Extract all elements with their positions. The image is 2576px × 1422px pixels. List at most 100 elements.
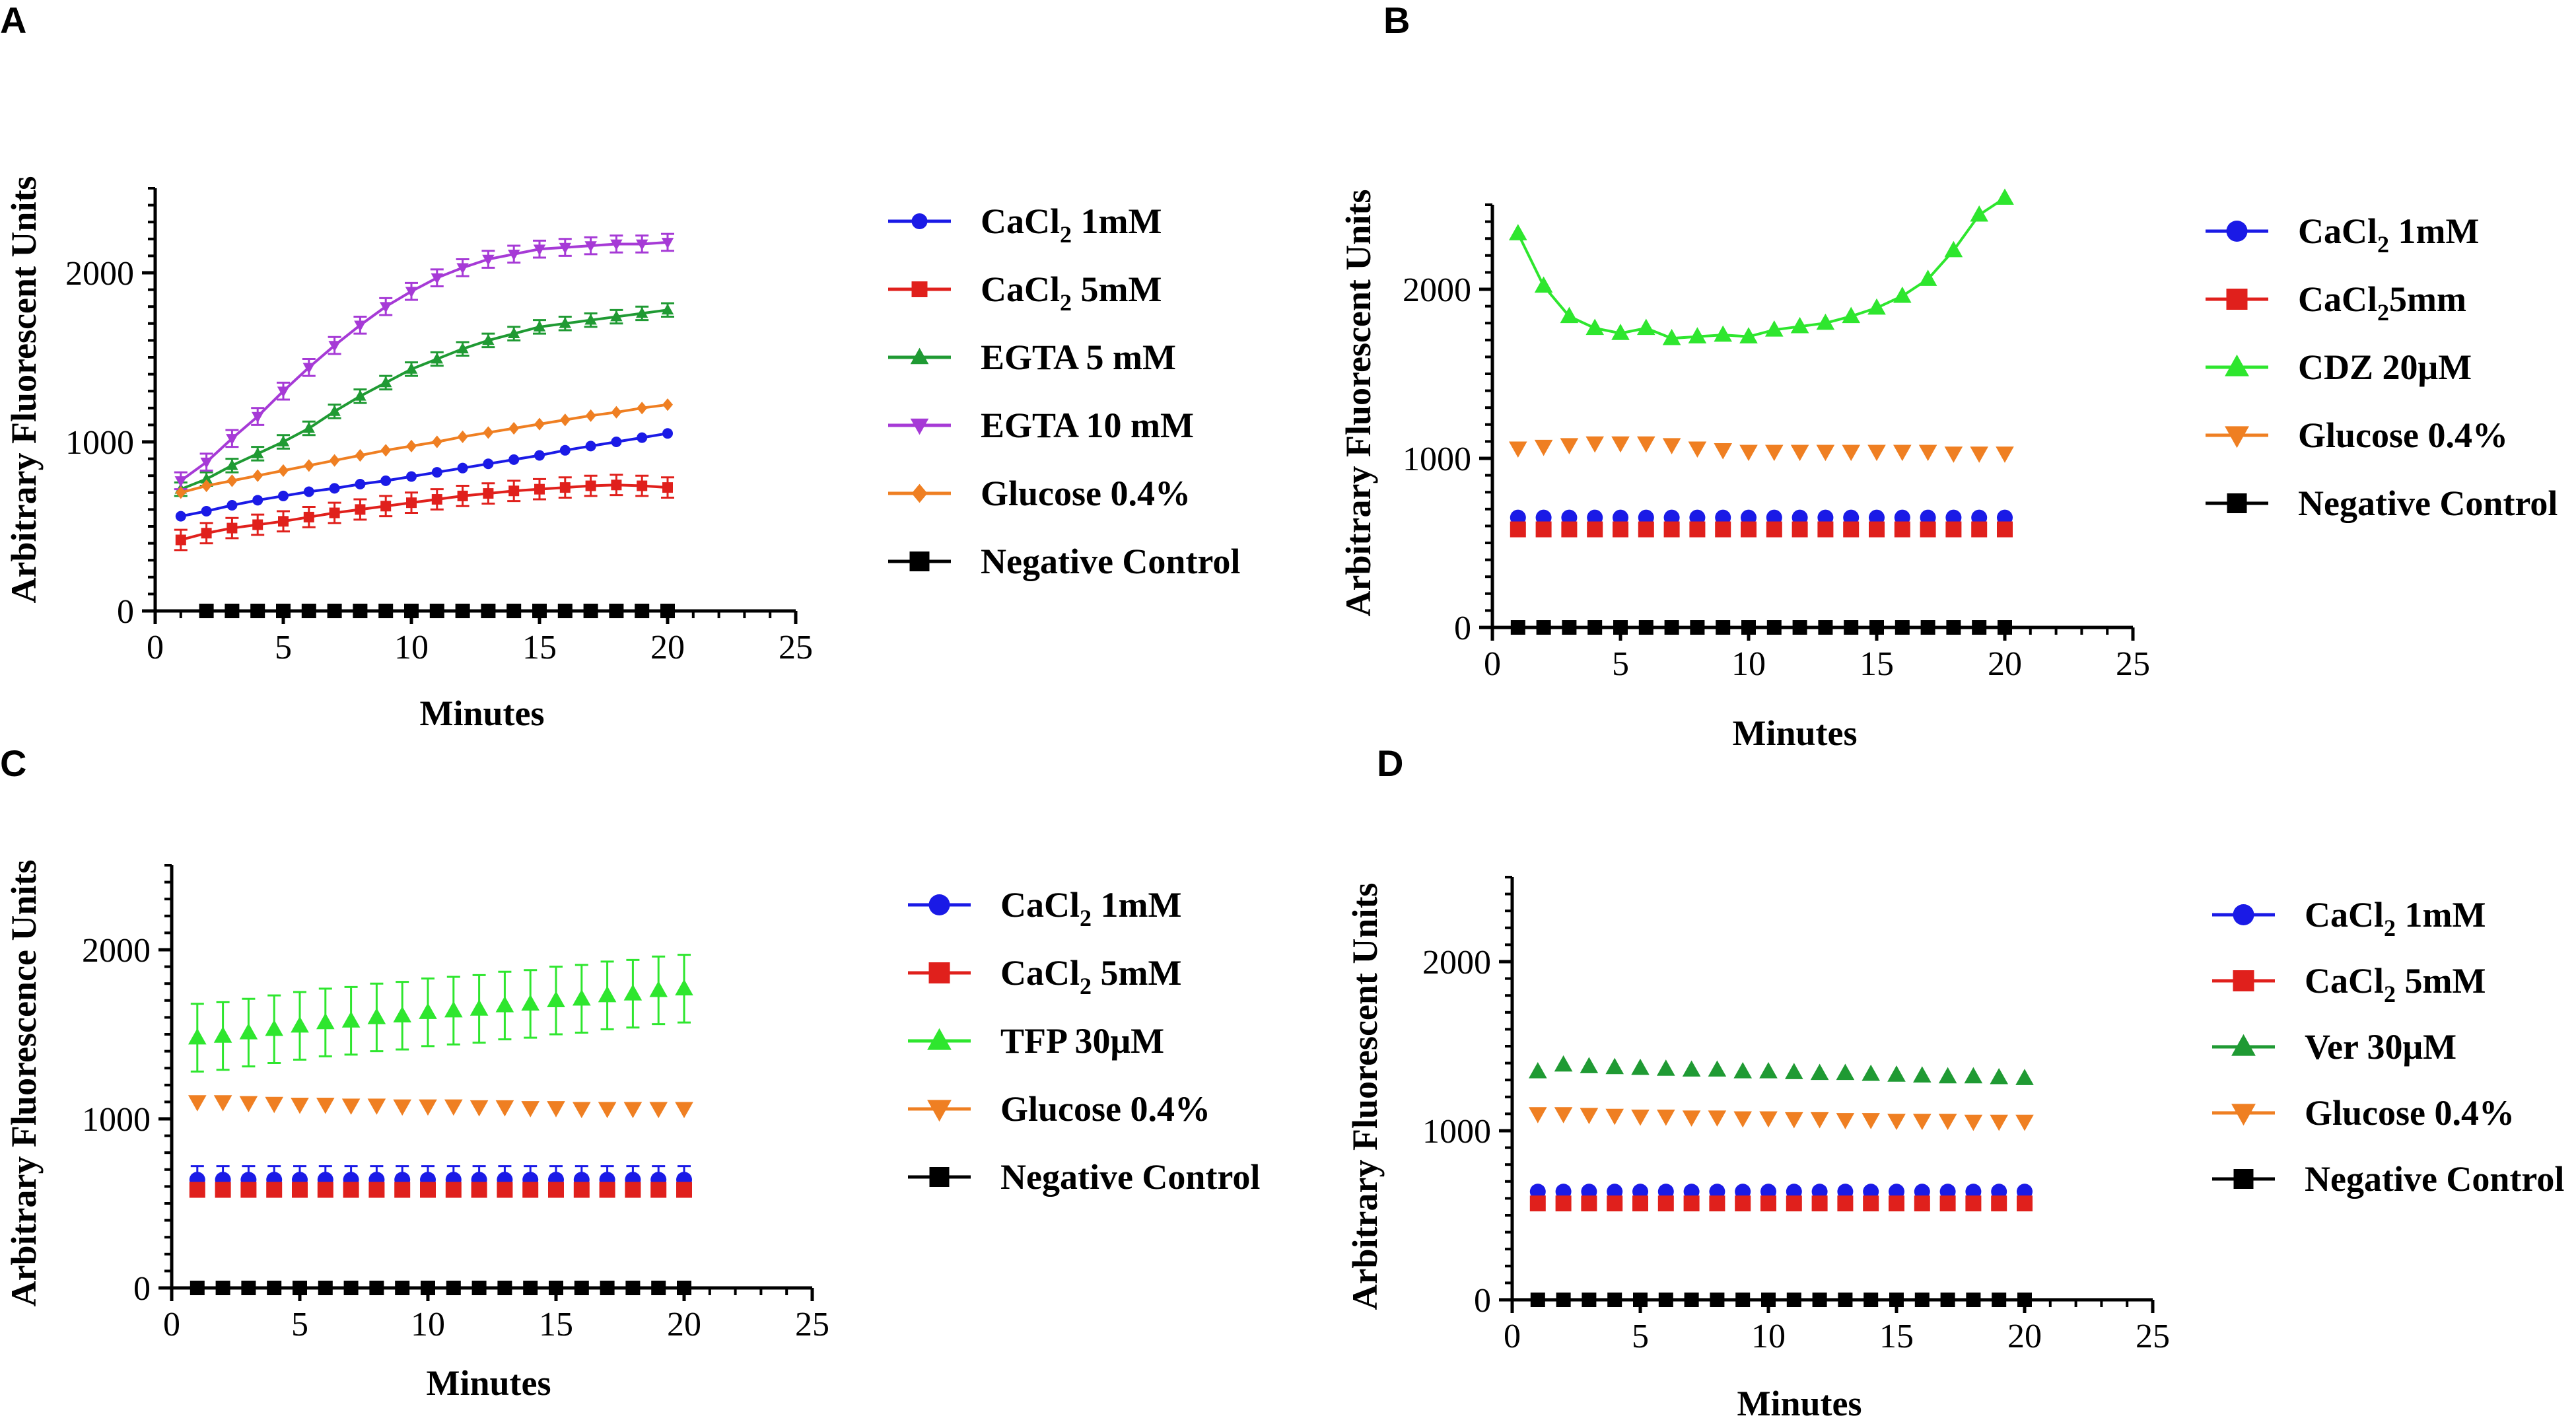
data-point <box>1786 1293 1801 1307</box>
legend-item: Negative Control <box>2206 483 2558 523</box>
data-point <box>1792 620 1807 635</box>
data-point <box>675 979 693 996</box>
data-point <box>1688 441 1707 458</box>
y-tick-label: 1000 <box>1422 1113 1491 1151</box>
legend-marker <box>2233 904 2254 925</box>
data-point <box>354 320 366 332</box>
legend-label-main: CaCl <box>981 201 1060 241</box>
data-point <box>1684 1293 1699 1307</box>
data-point <box>1658 1293 1673 1307</box>
legend-item: Negative Control <box>888 542 1240 581</box>
data-point <box>1682 1110 1701 1127</box>
legend-item: Glucose 0.4% <box>2212 1093 2515 1133</box>
series-glucose-0-4- <box>1509 436 2014 463</box>
legend-item: CaCl2 5mM <box>888 269 1162 316</box>
data-point <box>1664 620 1679 635</box>
legend-label-rest: 5mM <box>1092 953 1181 993</box>
data-point <box>380 376 392 388</box>
data-point <box>1708 1060 1727 1077</box>
data-point <box>574 1281 589 1295</box>
data-point <box>497 1281 512 1295</box>
data-point <box>2015 1114 2034 1131</box>
data-point <box>1785 1063 1803 1079</box>
data-point <box>1889 1195 1904 1212</box>
data-point <box>662 428 673 439</box>
data-point <box>573 989 591 1006</box>
data-point <box>1556 1293 1571 1307</box>
legend-label-subscript: 2 <box>1060 289 1072 316</box>
data-point <box>265 1019 283 1036</box>
data-point <box>1867 444 1886 462</box>
data-point <box>355 448 366 462</box>
data-point <box>623 1102 643 1119</box>
data-point <box>1715 521 1731 538</box>
legend-label-subscript: 2 <box>2384 915 2396 941</box>
x-tick-label: 5 <box>1632 1318 1649 1355</box>
data-point <box>637 480 648 491</box>
legend-label: CaCl2 5mM <box>1000 953 1181 999</box>
data-point <box>559 482 571 493</box>
data-point <box>636 306 648 318</box>
data-point <box>252 519 263 530</box>
data-point <box>637 432 648 443</box>
data-point <box>1690 620 1705 635</box>
series-negative-control <box>190 1281 691 1295</box>
legend-label: CaCl2 1mM <box>1000 885 1181 931</box>
panel-d-x-axis-title: Minutes <box>1737 1384 1862 1422</box>
legend-label-rest: 5mM <box>2396 961 2486 1001</box>
data-point <box>215 1182 231 1198</box>
legend-marker <box>2227 493 2247 513</box>
data-point <box>1785 1112 1803 1129</box>
series-cacl2-1mm <box>189 1165 692 1195</box>
data-point <box>291 1098 309 1114</box>
data-point <box>457 462 468 474</box>
series-glucose-0-4- <box>1529 1107 2034 1131</box>
data-point <box>292 1182 308 1198</box>
data-point <box>1997 521 2013 538</box>
data-point <box>291 1016 309 1033</box>
data-point <box>277 435 290 446</box>
data-point <box>446 1281 461 1295</box>
data-point <box>406 471 417 482</box>
data-point <box>1970 205 1988 222</box>
legend-label: Negative Control <box>2305 1159 2564 1199</box>
data-point <box>2017 1293 2032 1307</box>
data-point <box>1792 521 1808 538</box>
data-point <box>1580 1057 1599 1073</box>
series-ver-30-m <box>1529 1055 2034 1085</box>
data-point <box>278 464 289 478</box>
series-cacl2-5mm <box>189 1182 692 1198</box>
data-point <box>662 398 673 411</box>
legend-marker <box>2233 1169 2254 1189</box>
data-point <box>625 1182 641 1198</box>
data-point <box>276 604 291 618</box>
x-tick-label: 5 <box>275 629 292 666</box>
data-point <box>1990 1114 2008 1131</box>
legend-label-rest: 1mM <box>2396 895 2486 935</box>
panel-b-plot: 0 5 10 15 20 25 0 1000 2000 <box>1403 188 2150 683</box>
data-point <box>395 1281 410 1295</box>
data-point <box>600 1281 615 1295</box>
data-point <box>1964 1114 1983 1131</box>
data-point <box>1631 1110 1650 1126</box>
data-point <box>1530 1293 1545 1307</box>
legend-marker <box>910 418 929 435</box>
data-point <box>380 444 392 457</box>
data-point <box>278 516 289 527</box>
legend-label: Ver 30μM <box>2305 1027 2456 1067</box>
data-point <box>1991 1195 2007 1212</box>
data-point <box>226 434 238 445</box>
data-point <box>431 435 442 448</box>
series-cacl2-1mm <box>175 428 673 522</box>
data-point <box>1632 1195 1648 1212</box>
data-point <box>201 528 212 539</box>
x-tick-label: 25 <box>2136 1318 2170 1355</box>
legend-label-main: CaCl <box>1000 953 1080 993</box>
legend-marker <box>909 551 930 571</box>
data-point <box>1944 446 1963 463</box>
data-point <box>380 501 392 512</box>
data-point <box>1862 1064 1880 1081</box>
